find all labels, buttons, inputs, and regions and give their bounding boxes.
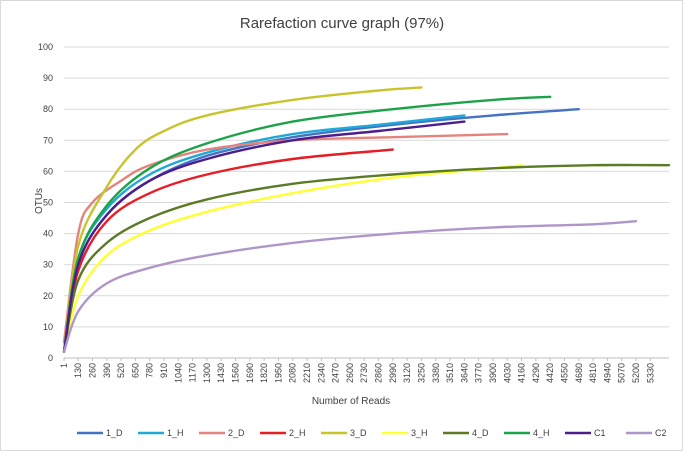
legend-label: 3_H [411, 428, 428, 438]
x-tick-label: 3250 [416, 363, 426, 383]
y-tick-label: 60 [43, 166, 53, 176]
x-tick-label: 5070 [617, 363, 627, 383]
x-tick-label: 4160 [517, 363, 527, 383]
x-tick-label: 5330 [645, 363, 655, 383]
x-tick-label: 4940 [602, 363, 612, 383]
x-tick-label: 2600 [345, 363, 355, 383]
y-tick-label: 80 [43, 104, 53, 114]
series-line-4-h [62, 95, 552, 353]
x-tick-label: 2990 [388, 363, 398, 383]
x-tick-label: 1950 [273, 363, 283, 383]
legend-label: C1 [594, 428, 606, 438]
x-tick-label: 3380 [431, 363, 441, 383]
series-line-c1 [62, 120, 466, 353]
legend-label: 1_H [167, 428, 184, 438]
x-tick-label: 260 [87, 363, 97, 378]
x-tick-label: 4030 [502, 363, 512, 383]
x-tick-label: 1 [59, 363, 69, 368]
x-tick-label: 2340 [316, 363, 326, 383]
x-tick-label: 1690 [245, 363, 255, 383]
x-tick-label: 4680 [574, 363, 584, 383]
x-axis-label: Number of Reads [312, 396, 390, 407]
y-tick-label: 100 [38, 42, 53, 52]
y-tick-label: 70 [43, 135, 53, 145]
x-tick-label: 1560 [231, 363, 241, 383]
series-line-2-d [62, 132, 509, 344]
x-tick-label: 4550 [559, 363, 569, 383]
x-tick-label: 1040 [173, 363, 183, 383]
x-tick-label: 2730 [359, 363, 369, 383]
legend-label: 2_D [228, 428, 245, 438]
x-tick-label: 1170 [188, 363, 198, 382]
x-tick-label: 3510 [445, 363, 455, 383]
y-tick-label: 0 [48, 353, 53, 363]
x-tick-label: 5200 [631, 363, 641, 383]
series-lines [62, 86, 671, 353]
legend-label: 2_H [289, 428, 306, 438]
y-tick-label: 40 [43, 229, 53, 239]
x-tick-label: 3900 [488, 363, 498, 383]
x-tick-label: 3640 [459, 363, 469, 383]
legend-label: C2 [655, 428, 667, 438]
legend-label: 3_D [350, 428, 367, 438]
x-tick-label: 2210 [302, 363, 312, 383]
x-tick-label: 520 [116, 363, 126, 378]
x-tick-label: 780 [145, 363, 155, 378]
y-tick-labels: 0 10 20 30 40 50 60 70 80 90 100 [38, 42, 53, 363]
x-tick-labels: 1 130 260 390 520 650 780 910 1040 1170 1300 1430 15… [59, 358, 655, 383]
x-tick-label: 4810 [588, 363, 598, 383]
x-tick-label: 4420 [545, 363, 555, 383]
series-line-c2 [62, 220, 638, 353]
y-tick-label: 20 [43, 291, 53, 301]
x-tick-label: 2470 [331, 363, 341, 383]
y-tick-label: 30 [43, 260, 53, 270]
x-tick-label: 650 [130, 363, 140, 378]
series-line-3-d [62, 86, 423, 353]
legend-label: 1_D [106, 428, 123, 438]
y-tick-label: 90 [43, 73, 53, 83]
x-tick-label: 1430 [216, 363, 226, 383]
x-tick-label: 390 [102, 363, 112, 378]
x-tick-label: 4290 [531, 363, 541, 383]
x-tick-label: 2080 [288, 363, 298, 383]
series-line-4-d [62, 163, 671, 353]
x-tick-label: 3770 [474, 363, 484, 383]
chart-title: Rarefaction curve graph (97%) [240, 15, 444, 32]
x-tick-label: 1820 [259, 363, 269, 383]
y-tick-label: 50 [43, 198, 53, 208]
grid-lines [64, 46, 669, 359]
x-tick-label: 3120 [402, 363, 412, 383]
y-tick-label: 10 [43, 322, 53, 332]
y-axis-label: OTUs [34, 188, 45, 214]
x-tick-label: 130 [73, 363, 83, 378]
legend-label: 4_D [472, 428, 489, 438]
legend-label: 4_H [533, 428, 550, 438]
legend: 1_D 1_H 2_D 2_H 3_D 3_H 4_D 4_H C1 C2 [77, 428, 667, 438]
x-tick-label: 2860 [374, 363, 384, 383]
x-tick-label: 910 [159, 363, 169, 378]
x-tick-label: 1300 [202, 363, 212, 383]
series-line-2-h [62, 148, 394, 353]
